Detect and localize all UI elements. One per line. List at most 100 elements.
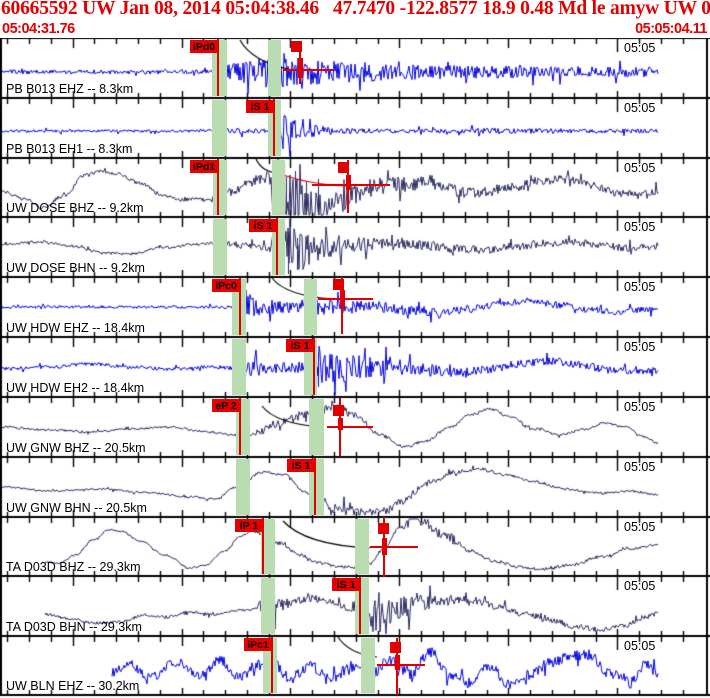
minute-time-label: 05:05 [624, 161, 656, 175]
pick-uncertainty-band [355, 578, 369, 634]
station-label: TA D03D BHZ -- 29.3km [6, 560, 141, 574]
window-start-time: 05:04:31.76 [2, 21, 75, 37]
pick-flag-label: eP 2 [215, 399, 237, 412]
minute-time-label: 05:05 [624, 520, 656, 534]
coda-plus-icon [333, 405, 344, 416]
pick-flag[interactable]: iP 1 [235, 519, 263, 532]
trace-panel: iPd0 05:05 PB B013 EHZ -- 8.3km [0, 38, 710, 98]
pick-flag-label: iS 1 [290, 339, 310, 352]
station-label: TA D03D BHN -- 29.3km [6, 620, 142, 634]
coda-marker-crossbar [370, 546, 418, 548]
pick-flag[interactable]: iS 1 [286, 339, 314, 352]
pick-line[interactable] [217, 159, 219, 215]
trace-panel: iPc0 05:05 UW HDW EHZ -- 18.4km [0, 277, 710, 337]
pick-flag-label: iS 1 [253, 219, 273, 232]
station-label: UW DOSE BHZ -- 9.2km [6, 201, 144, 215]
coda-plus-icon [338, 162, 349, 173]
minute-time-label: 05:05 [624, 41, 656, 55]
minute-time-label: 05:05 [624, 340, 656, 354]
coda-plus-icon [390, 642, 401, 653]
coda-marker-crossbar [318, 298, 373, 300]
pick-line[interactable] [313, 338, 315, 395]
pick-line[interactable] [239, 398, 241, 455]
coda-plus-icon [378, 523, 389, 534]
station-label: UW DOSE BHN -- 9.2km [6, 261, 145, 275]
trace-panel: iS 1 05:05 UW HDW EH2 -- 18.4km [0, 337, 710, 397]
window-end-time: 05:05:04.11 [635, 21, 707, 37]
minute-time-label: 05:05 [624, 400, 656, 414]
pick-line[interactable] [359, 577, 361, 634]
pick-uncertainty-band [309, 459, 324, 515]
pick-flag[interactable]: iPd1 [190, 160, 218, 173]
pick-flag[interactable]: eP 2 [212, 399, 240, 412]
pick-flag-label: iP 1 [239, 519, 259, 532]
coda-marker-bar[interactable] [394, 655, 400, 670]
pick-flag[interactable]: iPc0 [212, 279, 240, 292]
pick-uncertainty-band [304, 279, 317, 335]
station-label: PB B013 EH1 -- 8.3km [6, 142, 133, 156]
trace-panel: iPd1 05:05 UW DOSE BHZ -- 9.2km [0, 158, 710, 217]
trace-panel: iPc1 05:05 UW BLN EHZ -- 30.2km [0, 636, 710, 695]
station-label: UW BLN EHZ -- 30.2km [6, 679, 140, 693]
coda-marker-crossbar [283, 69, 333, 71]
pick-flag[interactable]: iS 1 [249, 219, 277, 232]
pick-uncertainty-band [213, 160, 227, 215]
minute-time-label: 05:05 [624, 460, 656, 474]
minute-time-label: 05:05 [624, 220, 656, 234]
pick-uncertainty-band [268, 40, 281, 96]
pick-flag[interactable]: iPd0 [190, 40, 218, 53]
station-label: UW HDW EHZ -- 18.4km [6, 321, 145, 335]
pick-line[interactable] [314, 458, 316, 515]
station-label: UW HDW EH2 -- 18.4km [6, 381, 145, 395]
pick-flag-label: iS 1 [336, 578, 356, 591]
coda-marker-bar[interactable] [297, 58, 303, 78]
coda-marker-bar[interactable] [337, 418, 343, 430]
coda-marker-crossbar [312, 184, 390, 186]
pick-uncertainty-band [272, 160, 285, 215]
pick-flag[interactable]: iPc1 [244, 638, 272, 651]
header: 60665592 UW Jan 08, 2014 05:04:38.46 47.… [0, 0, 710, 38]
pick-flag-label: iPd0 [192, 40, 216, 53]
pick-uncertainty-band [236, 459, 250, 515]
minute-time-label: 05:05 [624, 280, 656, 294]
pick-flag[interactable]: iS 1 [287, 459, 315, 472]
trace-panel: iS 1 05:05 PB B013 EH1 -- 8.3km [0, 98, 710, 158]
station-label: PB B013 EHZ -- 8.3km [6, 82, 134, 96]
coda-marker-crossbar [377, 664, 425, 666]
pick-line[interactable] [276, 218, 278, 275]
pick-uncertainty-band [261, 578, 275, 634]
pick-flag[interactable]: iS 1 [246, 100, 274, 113]
time-range-row: 05:04:31.76 05:05:04.11 [2, 21, 707, 37]
pick-flag-label: iPc0 [215, 279, 237, 292]
pick-line[interactable] [273, 99, 275, 156]
pick-flag-label: iPc1 [247, 638, 269, 651]
event-title-row: 60665592 UW Jan 08, 2014 05:04:38.46 47.… [1, 0, 710, 20]
pick-line[interactable] [262, 518, 264, 574]
pick-line[interactable] [271, 637, 273, 693]
pick-uncertainty-band [361, 638, 375, 693]
trace-panel: iS 1 05:05 UW DOSE BHN -- 9.2km [0, 217, 710, 277]
pick-uncertainty-band [212, 100, 227, 156]
pick-flag-label: iS 1 [291, 459, 311, 472]
pick-uncertainty-band [213, 219, 227, 275]
pick-line[interactable] [217, 39, 219, 96]
minute-time-label: 05:05 [624, 639, 656, 653]
coda-plus-icon [333, 279, 344, 290]
pick-uncertainty-band [272, 219, 285, 275]
pick-flag[interactable]: iS 1 [332, 578, 360, 591]
coda-marker-bar[interactable] [345, 175, 351, 190]
pick-line[interactable] [239, 278, 241, 335]
pick-flag-label: iS 1 [250, 100, 270, 113]
trace-panel: iP 1 05:05 TA D03D BHZ -- 29.3km [0, 517, 710, 577]
coda-marker-crossbar [327, 426, 373, 428]
minute-time-label: 05:05 [624, 101, 656, 115]
minute-time-label: 05:05 [624, 579, 656, 593]
pick-uncertainty-band [263, 638, 277, 693]
pick-uncertainty-band [212, 40, 227, 96]
pick-uncertainty-band [355, 519, 369, 574]
event-summary: 60665592 UW Jan 08, 2014 05:04:38.46 47.… [1, 0, 710, 19]
trace-panel: eP 2 05:05 UW GNW BHZ -- 20.5km [0, 397, 710, 457]
pick-flag-label: iPd1 [192, 160, 216, 173]
trace-panel: iS 1 05:05 TA D03D BHN -- 29.3km [0, 576, 710, 636]
